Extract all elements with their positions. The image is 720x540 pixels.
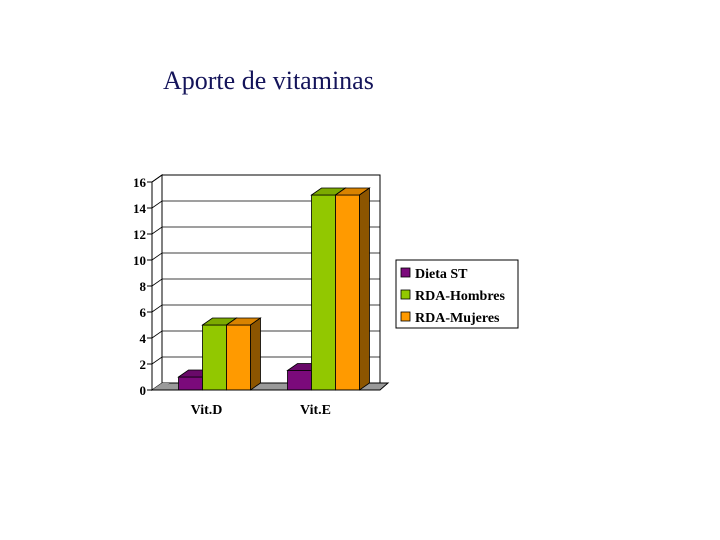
bar bbox=[178, 376, 203, 391]
legend-label: RDA-Hombres bbox=[415, 289, 506, 304]
legend-swatch bbox=[400, 289, 411, 300]
bar-side bbox=[359, 187, 370, 391]
y-tick-label: 10 bbox=[133, 253, 146, 268]
bar bbox=[287, 370, 312, 391]
bar-side bbox=[250, 317, 261, 391]
gridline bbox=[151, 226, 380, 235]
y-tick-label: 14 bbox=[133, 201, 147, 216]
y-tick-label: 6 bbox=[140, 305, 147, 320]
chart-gridlines bbox=[151, 174, 380, 365]
bar bbox=[311, 194, 336, 391]
gridline bbox=[151, 356, 380, 365]
chart-floor-edge bbox=[152, 383, 170, 390]
gridline bbox=[151, 252, 380, 261]
gridline bbox=[151, 330, 380, 339]
legend-swatch bbox=[400, 311, 411, 322]
bar bbox=[202, 324, 227, 391]
chart-axis: 0 2 4 6 8 10 12 14 16 Vit.D Vit.E bbox=[133, 175, 378, 418]
bar bbox=[226, 324, 251, 391]
gridline bbox=[151, 304, 380, 313]
y-tick-label: 2 bbox=[140, 357, 147, 372]
y-tick-label: 16 bbox=[133, 175, 147, 190]
legend-box bbox=[395, 259, 519, 329]
chart-legend: Dieta ST RDA-Hombres RDA-Mujeres bbox=[395, 259, 519, 329]
x-tick-label: Vit.D bbox=[191, 403, 223, 418]
y-tick-label: 4 bbox=[140, 331, 147, 346]
gridline bbox=[151, 278, 380, 287]
legend-label: Dieta ST bbox=[415, 267, 468, 282]
chart-bars bbox=[177, 187, 371, 391]
page-title: Aporte de vitaminas bbox=[163, 66, 374, 95]
legend-label: RDA-Mujeres bbox=[415, 311, 500, 326]
bar bbox=[335, 194, 360, 391]
y-tick-label: 12 bbox=[133, 227, 146, 242]
gridline bbox=[151, 174, 380, 183]
gridline bbox=[151, 200, 380, 209]
x-tick-label: Vit.E bbox=[300, 403, 331, 418]
legend-swatch bbox=[400, 267, 411, 278]
y-tick-label: 0 bbox=[140, 383, 147, 398]
y-tick-label: 8 bbox=[140, 279, 147, 294]
